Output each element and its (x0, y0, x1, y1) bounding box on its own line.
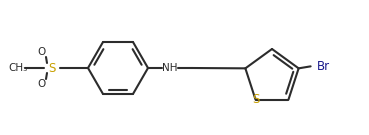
Text: O: O (38, 79, 46, 89)
Text: CH₃: CH₃ (8, 63, 28, 73)
Text: S: S (252, 93, 259, 106)
Text: O: O (38, 47, 46, 57)
Text: Br: Br (317, 60, 330, 73)
Text: NH: NH (162, 63, 178, 73)
Text: S: S (48, 62, 56, 75)
